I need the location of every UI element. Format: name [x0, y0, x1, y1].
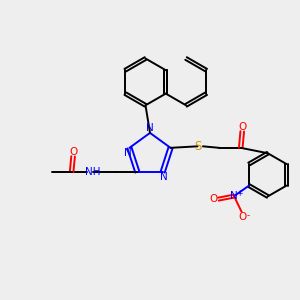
Text: N: N — [146, 122, 154, 133]
Text: O: O — [238, 122, 246, 132]
Text: O: O — [69, 147, 77, 157]
Text: N: N — [160, 172, 168, 182]
Text: N: N — [124, 148, 132, 158]
Text: O: O — [238, 212, 246, 222]
Text: N: N — [230, 191, 237, 201]
Text: S: S — [194, 140, 201, 153]
Text: -: - — [247, 211, 250, 220]
Text: NH: NH — [85, 167, 100, 177]
Text: O: O — [209, 194, 217, 204]
Text: +: + — [236, 189, 243, 198]
